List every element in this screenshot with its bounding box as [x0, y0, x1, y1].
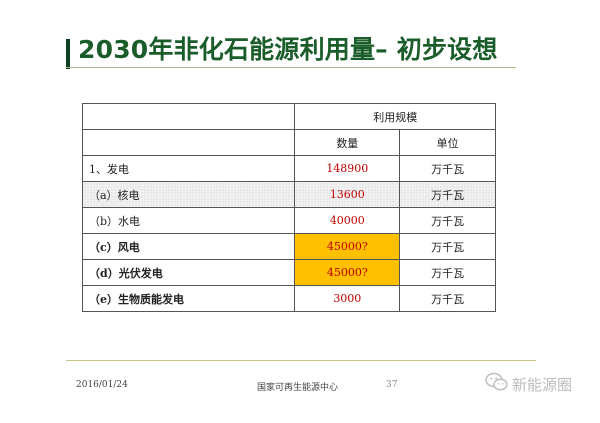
row-label: （e）生物质能发电 — [81, 285, 296, 312]
group-header: 利用规模 — [294, 103, 496, 130]
row-label: （d）光伏发电 — [81, 259, 296, 286]
footer-date: 2016/01/24 — [76, 380, 128, 390]
row-unit: 万千瓦 — [399, 233, 496, 260]
row-unit: 万千瓦 — [399, 207, 496, 234]
footer-divider — [66, 360, 536, 361]
row-quantity: 148900 — [294, 155, 401, 182]
table-corner-cell — [81, 103, 296, 130]
row-unit: 万千瓦 — [399, 155, 496, 182]
watermark: 新能源圈 — [485, 371, 572, 397]
table-row: （b）水电 40000 万千瓦 — [81, 207, 496, 234]
row-unit: 万千瓦 — [399, 181, 496, 208]
row-label: （c）风电 — [81, 233, 296, 260]
table-row: （c）风电 45000? 万千瓦 — [81, 233, 496, 260]
row-label: （b）水电 — [81, 207, 296, 234]
row-unit: 万千瓦 — [399, 285, 496, 312]
unit-column-header: 单位 — [399, 129, 496, 156]
row-quantity: 3000 — [294, 285, 401, 312]
quantity-column-header: 数量 — [294, 129, 401, 156]
row-quantity-highlighted: 45000? — [294, 233, 401, 260]
table-row: （d）光伏发电 45000? 万千瓦 — [81, 259, 496, 286]
row-quantity: 40000 — [294, 207, 401, 234]
table-row: （e）生物质能发电 3000 万千瓦 — [81, 285, 496, 312]
page-number: 37 — [386, 380, 398, 390]
row-quantity: 13600 — [294, 181, 401, 208]
title-accent-bar — [66, 39, 70, 69]
watermark-text: 新能源圈 — [512, 375, 573, 394]
table-row: 1、发电 148900 万千瓦 — [81, 155, 496, 182]
row-label: 1、发电 — [81, 155, 296, 182]
table-subheader-row: 数量 单位 — [81, 129, 496, 156]
title-underline-tail — [506, 67, 516, 68]
table-corner-cell-2 — [81, 129, 296, 156]
table-row: （a）核电 13600 万千瓦 — [81, 181, 496, 208]
footer-organization: 国家可再生能源中心 — [257, 383, 339, 393]
title-underline — [66, 67, 506, 68]
wechat-icon — [485, 372, 509, 396]
slide-title: 2030年非化石能源利用量– 初步设想 — [78, 35, 498, 64]
row-unit: 万千瓦 — [399, 259, 496, 286]
energy-utilization-table: 利用规模 数量 单位 1、发电 148900 万千瓦 （a）核电 13600 万… — [81, 103, 496, 312]
row-quantity-highlighted: 45000? — [294, 259, 401, 286]
table-header-row: 利用规模 — [81, 103, 496, 130]
row-label: （a）核电 — [81, 181, 296, 208]
